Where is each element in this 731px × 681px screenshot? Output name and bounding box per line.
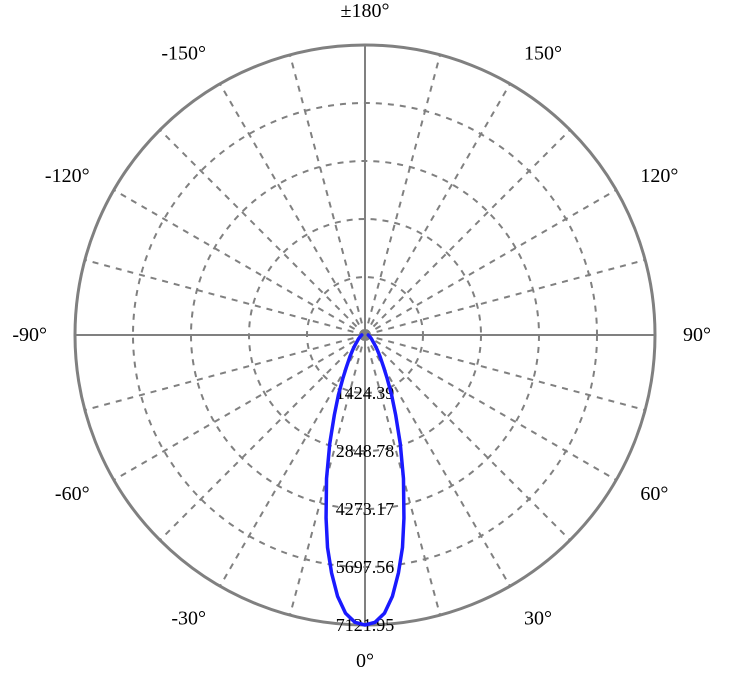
angle-label: 120° bbox=[640, 165, 678, 187]
angle-label: -90° bbox=[12, 324, 47, 346]
radial-tick-label: 2848.78 bbox=[336, 441, 395, 461]
angle-label: -30° bbox=[171, 607, 206, 629]
radial-tick-label: 5697.56 bbox=[336, 557, 395, 577]
radial-tick-label: 1424.39 bbox=[336, 383, 395, 403]
angle-label: 150° bbox=[524, 43, 562, 65]
angle-label: 90° bbox=[683, 324, 711, 346]
angle-label: 60° bbox=[640, 483, 668, 505]
angle-label: 0° bbox=[356, 650, 374, 672]
polar-chart-svg: 1424.392848.784273.175697.567121.950°30°… bbox=[0, 0, 731, 681]
angle-label: ±180° bbox=[341, 0, 390, 22]
radial-tick-label: 4273.17 bbox=[336, 499, 395, 519]
angle-label: -60° bbox=[55, 483, 90, 505]
polar-chart: 1424.392848.784273.175697.567121.950°30°… bbox=[0, 0, 731, 681]
angle-label: -120° bbox=[45, 165, 90, 187]
angle-label: 30° bbox=[524, 607, 552, 629]
angle-label: -150° bbox=[161, 43, 206, 65]
